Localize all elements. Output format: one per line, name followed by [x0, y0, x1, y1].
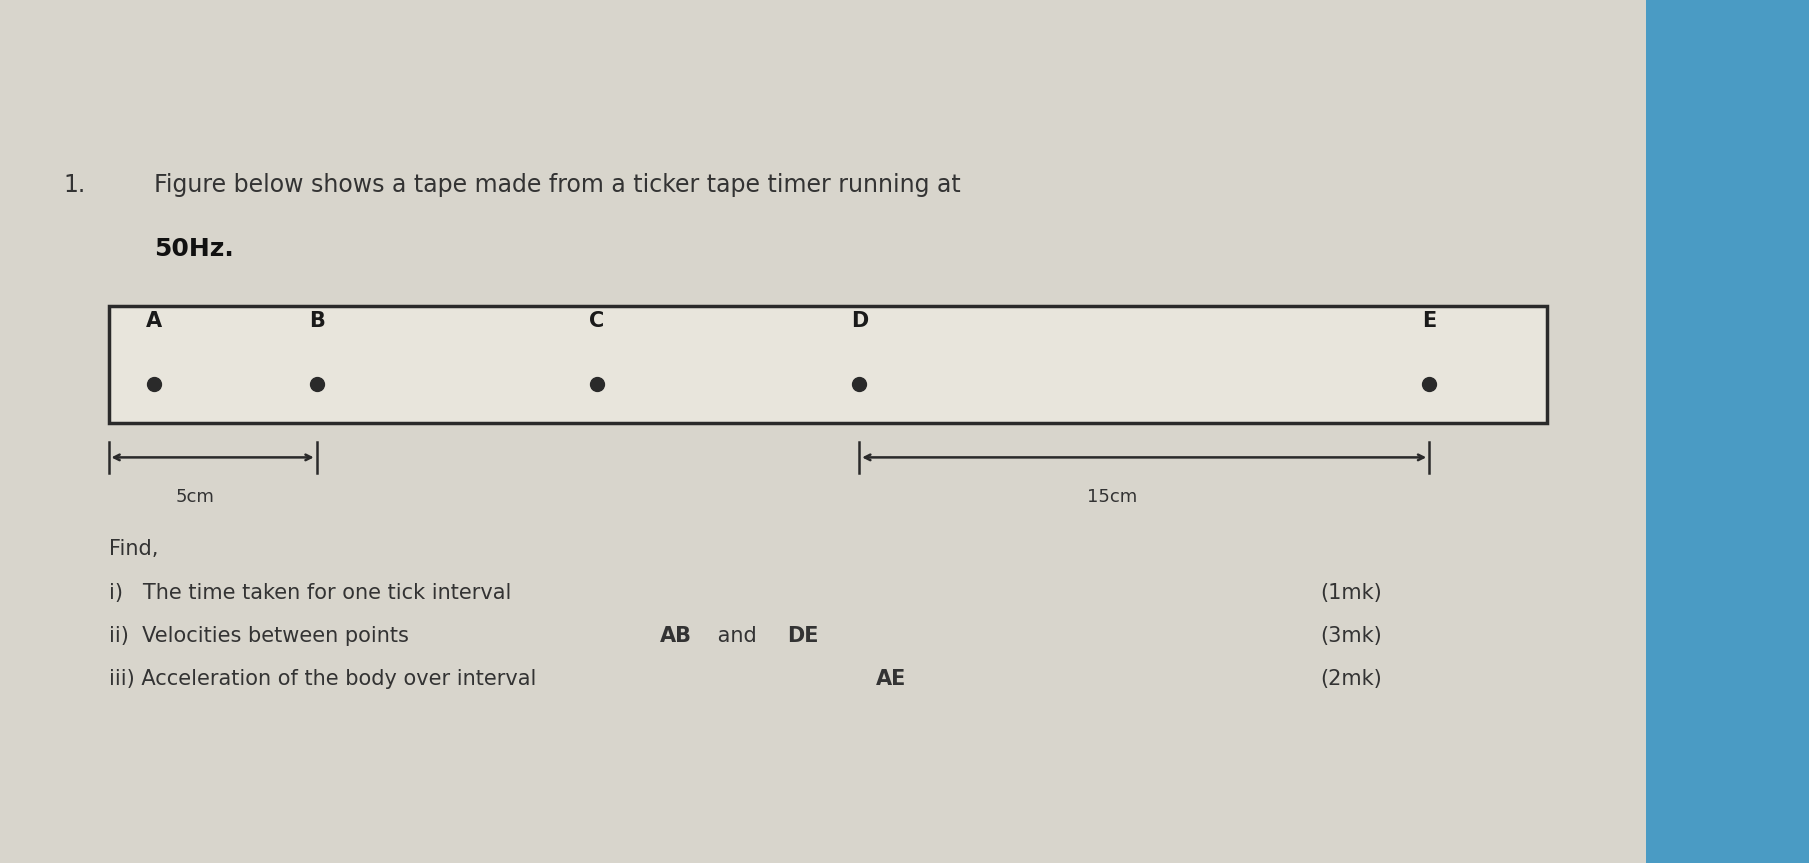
Text: i)   The time taken for one tick interval: i) The time taken for one tick interval — [109, 583, 510, 602]
Text: A: A — [147, 311, 161, 331]
FancyBboxPatch shape — [0, 604, 1646, 863]
Text: E: E — [1422, 311, 1436, 331]
Text: C: C — [590, 311, 604, 331]
Text: 15cm: 15cm — [1087, 488, 1138, 506]
Text: B: B — [309, 311, 324, 331]
Text: iii) Acceleration of the body over interval: iii) Acceleration of the body over inter… — [109, 669, 543, 689]
Bar — [109, 306, 1547, 423]
Text: Find,: Find, — [109, 539, 157, 559]
Text: 5cm: 5cm — [175, 488, 215, 506]
Text: and: and — [711, 626, 763, 646]
Text: AE: AE — [876, 669, 906, 689]
Text: 50Hz.: 50Hz. — [154, 237, 233, 261]
Text: AB: AB — [660, 626, 693, 646]
FancyBboxPatch shape — [0, 0, 1646, 621]
Text: Figure below shows a tape made from a ticker tape timer running at: Figure below shows a tape made from a ti… — [154, 173, 961, 197]
Text: (2mk): (2mk) — [1321, 669, 1382, 689]
Text: DE: DE — [787, 626, 818, 646]
Text: ii)  Velocities between points: ii) Velocities between points — [109, 626, 414, 646]
Text: (3mk): (3mk) — [1321, 626, 1382, 646]
FancyBboxPatch shape — [0, 0, 1646, 863]
Text: 1.: 1. — [63, 173, 85, 197]
Text: D: D — [850, 311, 868, 331]
Text: (1mk): (1mk) — [1321, 583, 1382, 602]
